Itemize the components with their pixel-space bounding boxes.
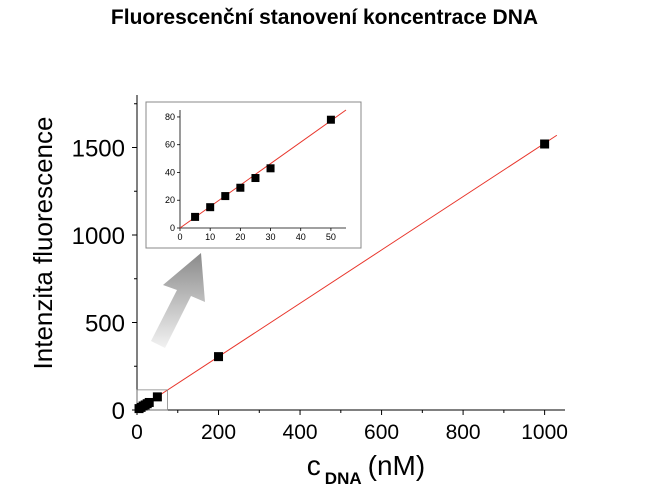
inset-data-point [251,174,260,183]
x-tick-label: 800 [446,421,481,444]
inset-data-point [191,212,200,221]
x-tick-label: 400 [283,421,318,444]
inset-x-tick-label: 50 [326,232,336,242]
fit-line [136,134,558,411]
inset-y-tick-label: 40 [165,167,175,177]
x-axis-label-main: c [307,450,321,481]
zoom-box [136,389,168,411]
inset-data-point [266,164,275,173]
inset-y-tick-label: 80 [165,112,175,122]
x-axis-label: c DNA (nM) [307,450,425,488]
main-plot-marks [134,134,558,414]
data-point [540,139,550,149]
y-tick-label: 1000 [72,223,125,250]
inset-y-tick-label: 20 [165,195,175,205]
y-tick-label: 0 [112,398,125,425]
x-axis-label-unit: (nM) [368,450,426,481]
y-tick-label: 1500 [72,136,125,163]
x-tick-label: 200 [201,421,236,444]
y-axis-label: Intenzita fluorescence [28,117,58,370]
data-point [214,352,224,362]
zoom-arrow [151,253,205,348]
inset-frame [145,101,362,249]
data-point [152,392,162,402]
inset-x-tick-label: 10 [205,232,215,242]
inset-x-tick-label: 30 [266,232,276,242]
inset-x-tick-label: 20 [235,232,245,242]
x-axis-label-subscript: DNA [325,469,362,488]
x-tick-label: 1000 [521,421,568,444]
inset-data-point [206,203,215,212]
inset-chart: 0 10 20 30 40 50 0 20 40 60 80 [145,101,362,249]
inset-data-point [221,192,230,201]
inset-y-tick-label: 0 [170,223,175,233]
inset-x-tick-label: 0 [177,232,182,242]
inset-data-point [236,183,245,192]
x-tick-label: 0 [131,421,143,444]
inset-data-point [326,115,335,124]
inset-y-tick-label: 60 [165,140,175,150]
y-tick-label: 500 [85,311,125,338]
x-tick-label: 600 [364,421,399,444]
chart-title: Fluorescenční stanovení koncentrace DNA [110,6,539,29]
inset-x-tick-label: 40 [296,232,306,242]
zoom-arrow-shape [151,253,205,348]
data-point [144,397,154,407]
